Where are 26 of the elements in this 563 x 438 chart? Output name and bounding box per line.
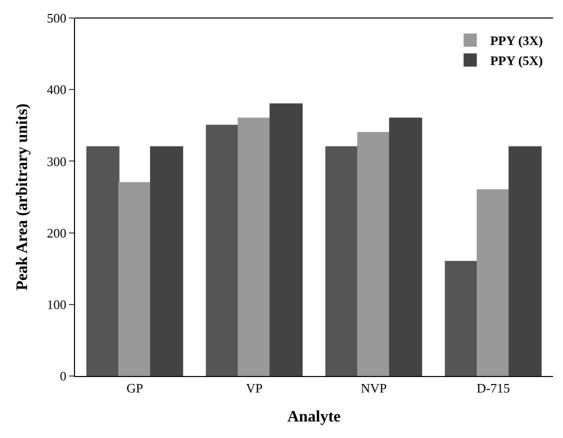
bar — [476, 189, 510, 376]
bar — [238, 118, 271, 376]
bar — [357, 132, 390, 376]
y-tick-label: 200 — [46, 225, 66, 240]
x-tick-label: NVP — [360, 380, 387, 396]
bar — [118, 182, 152, 376]
y-axis-title: Peak Area (arbitrary units) — [14, 104, 31, 290]
bar — [508, 146, 542, 376]
y-tick-label: 0 — [60, 368, 66, 384]
bar — [86, 146, 120, 376]
x-tick-label: VP — [246, 380, 263, 396]
bar — [325, 146, 358, 376]
x-axis-title: Analyte — [287, 408, 341, 426]
y-tick-label: 500 — [46, 10, 66, 26]
bar — [444, 260, 478, 376]
legend-label: PPY (3X) — [490, 33, 543, 48]
bar — [270, 103, 303, 376]
y-tick-label: 100 — [46, 296, 66, 312]
bar — [206, 124, 239, 376]
x-tick-label: D-715 — [476, 380, 510, 396]
bar — [389, 118, 422, 376]
x-tick-label: GP — [126, 380, 144, 396]
y-tick-label: 400 — [46, 82, 66, 98]
bar — [150, 146, 184, 376]
legend-label: PPY (5X) — [490, 53, 543, 68]
y-tick-label: 300 — [46, 154, 66, 169]
